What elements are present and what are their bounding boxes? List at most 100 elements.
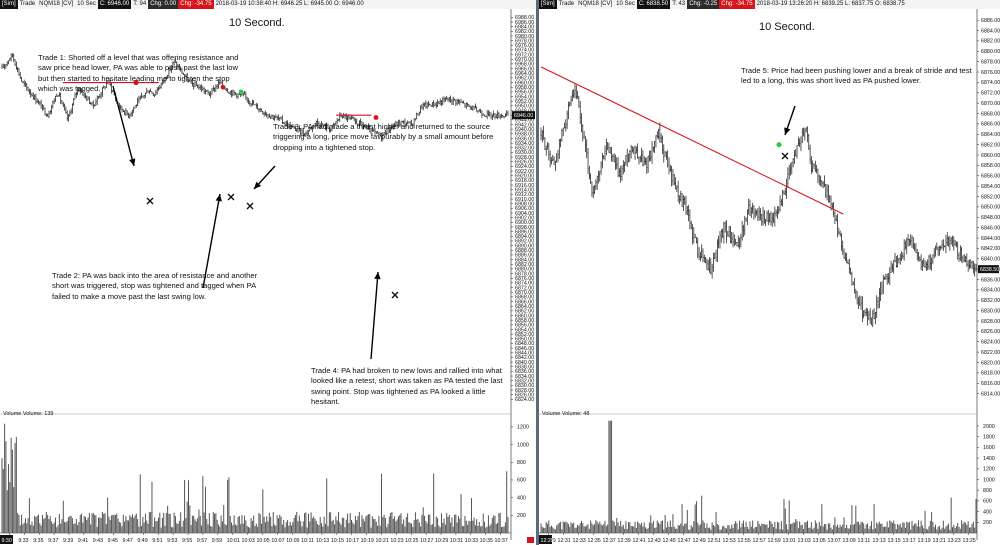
panel-divider[interactable]: [536, 0, 539, 545]
left-price-bars: [1, 53, 509, 142]
left-y-tick-label: 6886.00: [515, 253, 534, 259]
left-x-tick-label: 9:39: [63, 538, 73, 544]
left-y-tick-label: 6894.00: [515, 234, 534, 240]
left-y-tick-label: 6926.00: [515, 160, 534, 166]
trade5-entry-dot: [776, 142, 782, 148]
left-x-tick-label: 10:23: [390, 538, 403, 544]
left-y-tick-label: 6962.00: [515, 76, 534, 82]
left-y-tick-label: 6932.00: [515, 146, 534, 152]
left-y-tick-label: 6914.00: [515, 188, 534, 194]
left-x-tick-label: 9:59: [212, 538, 222, 544]
right-x-tick-label: 13:15: [888, 538, 901, 544]
trade2-entry-dot: [220, 84, 226, 90]
right-y-tick-label: 6870.00: [981, 101, 1000, 107]
left-x-tick-label: 10:19: [361, 538, 374, 544]
left-y-tick-label: 6978.00: [515, 38, 534, 44]
left-x-tick-label: 10:35: [480, 538, 493, 544]
right-y-tick-label: 6868.00: [981, 111, 1000, 117]
right-volume-tick-label: 400: [983, 509, 992, 515]
exit-x-mark: [246, 202, 254, 210]
left-y-tick-label: 6890.00: [515, 243, 534, 249]
left-y-tick-label: 6858.00: [515, 318, 534, 324]
right-chart-title: 10 Second.: [759, 21, 815, 33]
annotation-arrow: [112, 85, 135, 167]
left-y-tick-label: 6910.00: [515, 197, 534, 203]
left-x-tick-label: 10:11: [301, 538, 314, 544]
left-x-tick-label: 9:43: [93, 538, 103, 544]
left-x-tick-label: 9:57: [197, 538, 207, 544]
right-x-tick-label: 12:57: [753, 538, 766, 544]
right-x-tick-label: 13:13: [873, 538, 886, 544]
left-y-tick-label: 6920.00: [515, 174, 534, 180]
left-x-tick-label: 10:09: [286, 538, 299, 544]
right-price-bars: [540, 84, 977, 328]
right-last-price-label: 6838.50: [980, 267, 999, 273]
left-y-tick-label: 6876.00: [515, 276, 534, 282]
left-x-tick-label: 9:37: [48, 538, 58, 544]
right-y-tick-label: 6856.00: [981, 174, 1000, 180]
left-x-tick-label: 9:33: [18, 538, 28, 544]
left-y-tick-label: 6974.00: [515, 48, 534, 54]
right-volume-tick-label: 1400: [983, 456, 995, 462]
right-header-field: C: 6838.50: [636, 0, 671, 9]
left-y-tick-label: 6934.00: [515, 141, 534, 147]
annotation-arrow-head: [254, 181, 262, 189]
right-y-tick-label: 6836.00: [981, 277, 1000, 283]
annotation-arrow-head: [784, 127, 791, 135]
right-x-tick-label: 12:37: [603, 538, 616, 544]
right-y-tick-label: 6844.00: [981, 236, 1000, 242]
left-header-field: C: 6946.00: [97, 0, 132, 9]
left-y-tick-label: 6956.00: [515, 90, 534, 96]
left-price-chart-svg: 6824.006826.006828.006830.006832.006834.…: [0, 9, 535, 544]
right-volume-tick-label: 1800: [983, 435, 995, 441]
left-volume-tick-label: 600: [517, 478, 526, 484]
trade3-entry-dot: [238, 89, 244, 95]
right-volume-tick-label: 1000: [983, 477, 995, 483]
right-x-tick-label: 12:41: [633, 538, 646, 544]
left-y-tick-label: 6888.00: [515, 248, 534, 254]
left-y-tick-label: 6896.00: [515, 229, 534, 235]
left-y-tick-label: 6902.00: [515, 215, 534, 221]
left-y-tick-label: 6924.00: [515, 164, 534, 170]
right-x-tick-label: 12:51: [708, 538, 721, 544]
right-x-tick-label: 13:03: [798, 538, 811, 544]
right-y-tick-label: 6842.00: [981, 246, 1000, 252]
left-header-field: Trade: [19, 1, 36, 7]
left-header-field: [Sim]: [0, 0, 18, 9]
right-y-tick-label: 6884.00: [981, 28, 1000, 34]
left-y-tick-label: 6904.00: [515, 211, 534, 217]
right-y-tick-label: 6846.00: [981, 225, 1000, 231]
right-y-tick-label: 6814.00: [981, 391, 1000, 397]
left-y-tick-label: 6880.00: [515, 267, 534, 273]
left-x-tick-label: 10:25: [405, 538, 418, 544]
left-header-field: Chg: 0.00: [148, 0, 179, 9]
right-y-tick-label: 6832.00: [981, 298, 1000, 304]
left-x-tick-label: 10:01: [227, 538, 240, 544]
left-y-tick-label: 6830.00: [515, 383, 534, 389]
left-corner-marker: [527, 537, 534, 543]
left-volume-bars: [1, 423, 509, 533]
left-header-field: NQM18 [CV]: [39, 1, 74, 7]
left-x-tick-label: 10:21: [376, 538, 389, 544]
left-y-tick-label: 6844.00: [515, 351, 534, 357]
left-x-tick-label: 10:15: [331, 538, 344, 544]
right-y-tick-label: 6822.00: [981, 350, 1000, 356]
right-header-field: T: 43: [672, 1, 686, 7]
left-y-tick-label: 6828.00: [515, 388, 534, 394]
right-y-tick-label: 6886.00: [981, 18, 1000, 24]
left-y-tick-label: 6972.00: [515, 52, 534, 58]
left-y-tick-label: 6958.00: [515, 85, 534, 91]
exit-x-mark: [781, 152, 789, 160]
right-x-tick-label: 13:25: [963, 538, 976, 544]
left-y-tick-label: 6846.00: [515, 346, 534, 352]
left-header-field: 10 Sec: [77, 1, 96, 7]
left-header-field: 2018-03-19 10:38:40 H: 6946.25 L: 6945.0…: [215, 1, 364, 7]
left-x-tick-label: 9:41: [78, 538, 88, 544]
left-y-tick-label: 6940.00: [515, 127, 534, 133]
left-y-tick-label: 6834.00: [515, 374, 534, 380]
left-x-start-label: 9:30: [2, 538, 12, 544]
right-y-tick-label: 6858.00: [981, 163, 1000, 169]
right-header-field: [Sim]: [539, 0, 557, 9]
right-x-start-box: [539, 535, 552, 544]
left-x-tick-label: 10:13: [316, 538, 329, 544]
